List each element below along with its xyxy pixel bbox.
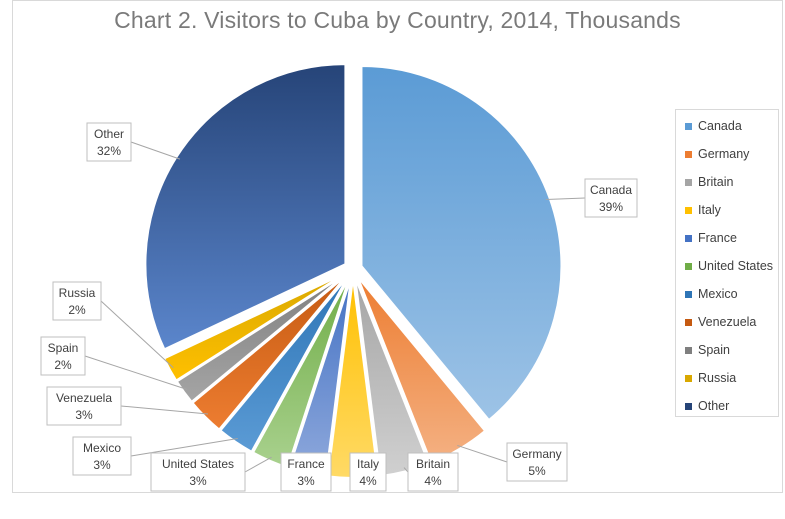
legend-label: Venezuela bbox=[698, 315, 757, 329]
pie-slice-venezuela bbox=[191, 274, 348, 431]
legend-item-russia: Russia bbox=[685, 369, 736, 387]
legend-label: Spain bbox=[698, 343, 730, 357]
data-label-value-spain: 2% bbox=[54, 358, 72, 372]
data-label-name-russia: Russia bbox=[59, 286, 96, 300]
legend-item-mexico: Mexico bbox=[685, 285, 738, 303]
data-label-box-france bbox=[280, 452, 332, 492]
data-label-name-united-states: United States bbox=[162, 457, 234, 471]
leader-line-britain bbox=[403, 467, 409, 473]
data-label-box-germany bbox=[506, 442, 568, 482]
legend-item-germany: Germany bbox=[685, 145, 749, 163]
legend-swatch bbox=[685, 346, 692, 354]
legend-label: Canada bbox=[698, 119, 742, 133]
data-label-box-canada bbox=[584, 178, 638, 218]
data-label-box-venezuela bbox=[46, 386, 122, 426]
legend-label: Germany bbox=[698, 147, 750, 161]
data-label-name-mexico: Mexico bbox=[83, 441, 121, 455]
legend-swatch bbox=[685, 318, 692, 326]
data-label-box-italy bbox=[349, 452, 387, 492]
pie-slice-russia bbox=[162, 272, 346, 382]
pie-slice-canada bbox=[360, 64, 563, 422]
pie-slice-spain bbox=[175, 273, 347, 404]
data-label-box-spain bbox=[40, 336, 86, 376]
data-label-value-france: 3% bbox=[297, 474, 315, 488]
data-label-value-mexico: 3% bbox=[93, 458, 111, 472]
legend-item-britain: Britain bbox=[685, 173, 733, 191]
leader-line-canada bbox=[545, 197, 586, 201]
data-label-value-russia: 2% bbox=[68, 303, 86, 317]
leader-line-spain bbox=[84, 355, 188, 390]
legend-item-canada: Canada bbox=[685, 117, 742, 135]
data-label-value-venezuela: 3% bbox=[75, 408, 93, 422]
legend-swatch bbox=[685, 262, 692, 270]
chart-area: Chart 2. Visitors to Cuba by Country, 20… bbox=[12, 0, 783, 493]
legend-swatch bbox=[685, 206, 692, 214]
data-label-value-italy: 4% bbox=[359, 474, 377, 488]
legend-swatch bbox=[685, 122, 692, 130]
pie-slice-mexico bbox=[219, 275, 349, 454]
legend-label: United States bbox=[698, 259, 774, 273]
data-label-name-other: Other bbox=[94, 127, 124, 141]
leader-line-venezuela bbox=[120, 405, 209, 415]
data-label-name-italy: Italy bbox=[357, 457, 379, 471]
legend-swatch bbox=[685, 178, 692, 186]
legend-label: Italy bbox=[698, 203, 721, 217]
leader-line-other bbox=[130, 141, 181, 160]
pie-chart: Canada 39% Germany 5% Britain 4% Italy 4% France… bbox=[40, 63, 638, 492]
data-label-box-other bbox=[86, 122, 132, 162]
legend: Canada Germany Britain Italy France United St… bbox=[675, 109, 779, 417]
legend-label: Mexico bbox=[698, 287, 738, 301]
data-label-value-other: 32% bbox=[97, 144, 121, 158]
data-label-name-britain: Britain bbox=[416, 457, 450, 471]
legend-item-venezuela: Venezuela bbox=[685, 313, 756, 331]
legend-item-other: Other bbox=[685, 397, 729, 415]
pie-slice-other bbox=[144, 63, 347, 351]
leader-line-russia bbox=[100, 300, 174, 369]
legend-item-united-states: United States bbox=[685, 257, 773, 275]
legend-swatch bbox=[685, 234, 692, 242]
legend-item-spain: Spain bbox=[685, 341, 730, 359]
leader-line-germany bbox=[457, 444, 508, 463]
data-label-name-spain: Spain bbox=[48, 341, 79, 355]
legend-label: Britain bbox=[698, 175, 734, 189]
leader-line-mexico bbox=[130, 438, 238, 457]
data-label-name-venezuela: Venezuela bbox=[56, 391, 112, 405]
data-label-box-united-states bbox=[150, 452, 246, 492]
data-label-box-mexico bbox=[72, 436, 132, 476]
data-label-name-canada: Canada bbox=[590, 183, 632, 197]
data-label-name-germany: Germany bbox=[512, 447, 561, 461]
legend-swatch bbox=[685, 290, 692, 298]
legend-item-france: France bbox=[685, 229, 737, 247]
chart-title: Chart 2. Visitors to Cuba by Country, 20… bbox=[114, 7, 681, 33]
legend-label: Russia bbox=[698, 371, 737, 385]
legend-swatch bbox=[685, 150, 692, 158]
legend-swatch bbox=[685, 402, 692, 410]
data-label-box-britain bbox=[407, 452, 459, 492]
data-label-value-britain: 4% bbox=[424, 474, 442, 488]
data-label-value-germany: 5% bbox=[528, 464, 546, 478]
leader-line-united-states bbox=[244, 456, 272, 473]
legend-swatch bbox=[685, 374, 692, 382]
legend-item-italy: Italy bbox=[685, 201, 721, 219]
data-label-name-france: France bbox=[287, 457, 325, 471]
data-label-box-russia bbox=[52, 281, 102, 321]
legend-label: France bbox=[698, 231, 737, 245]
data-label-value-canada: 39% bbox=[599, 200, 623, 214]
legend-label: Other bbox=[698, 399, 730, 413]
data-label-value-united-states: 3% bbox=[189, 474, 207, 488]
